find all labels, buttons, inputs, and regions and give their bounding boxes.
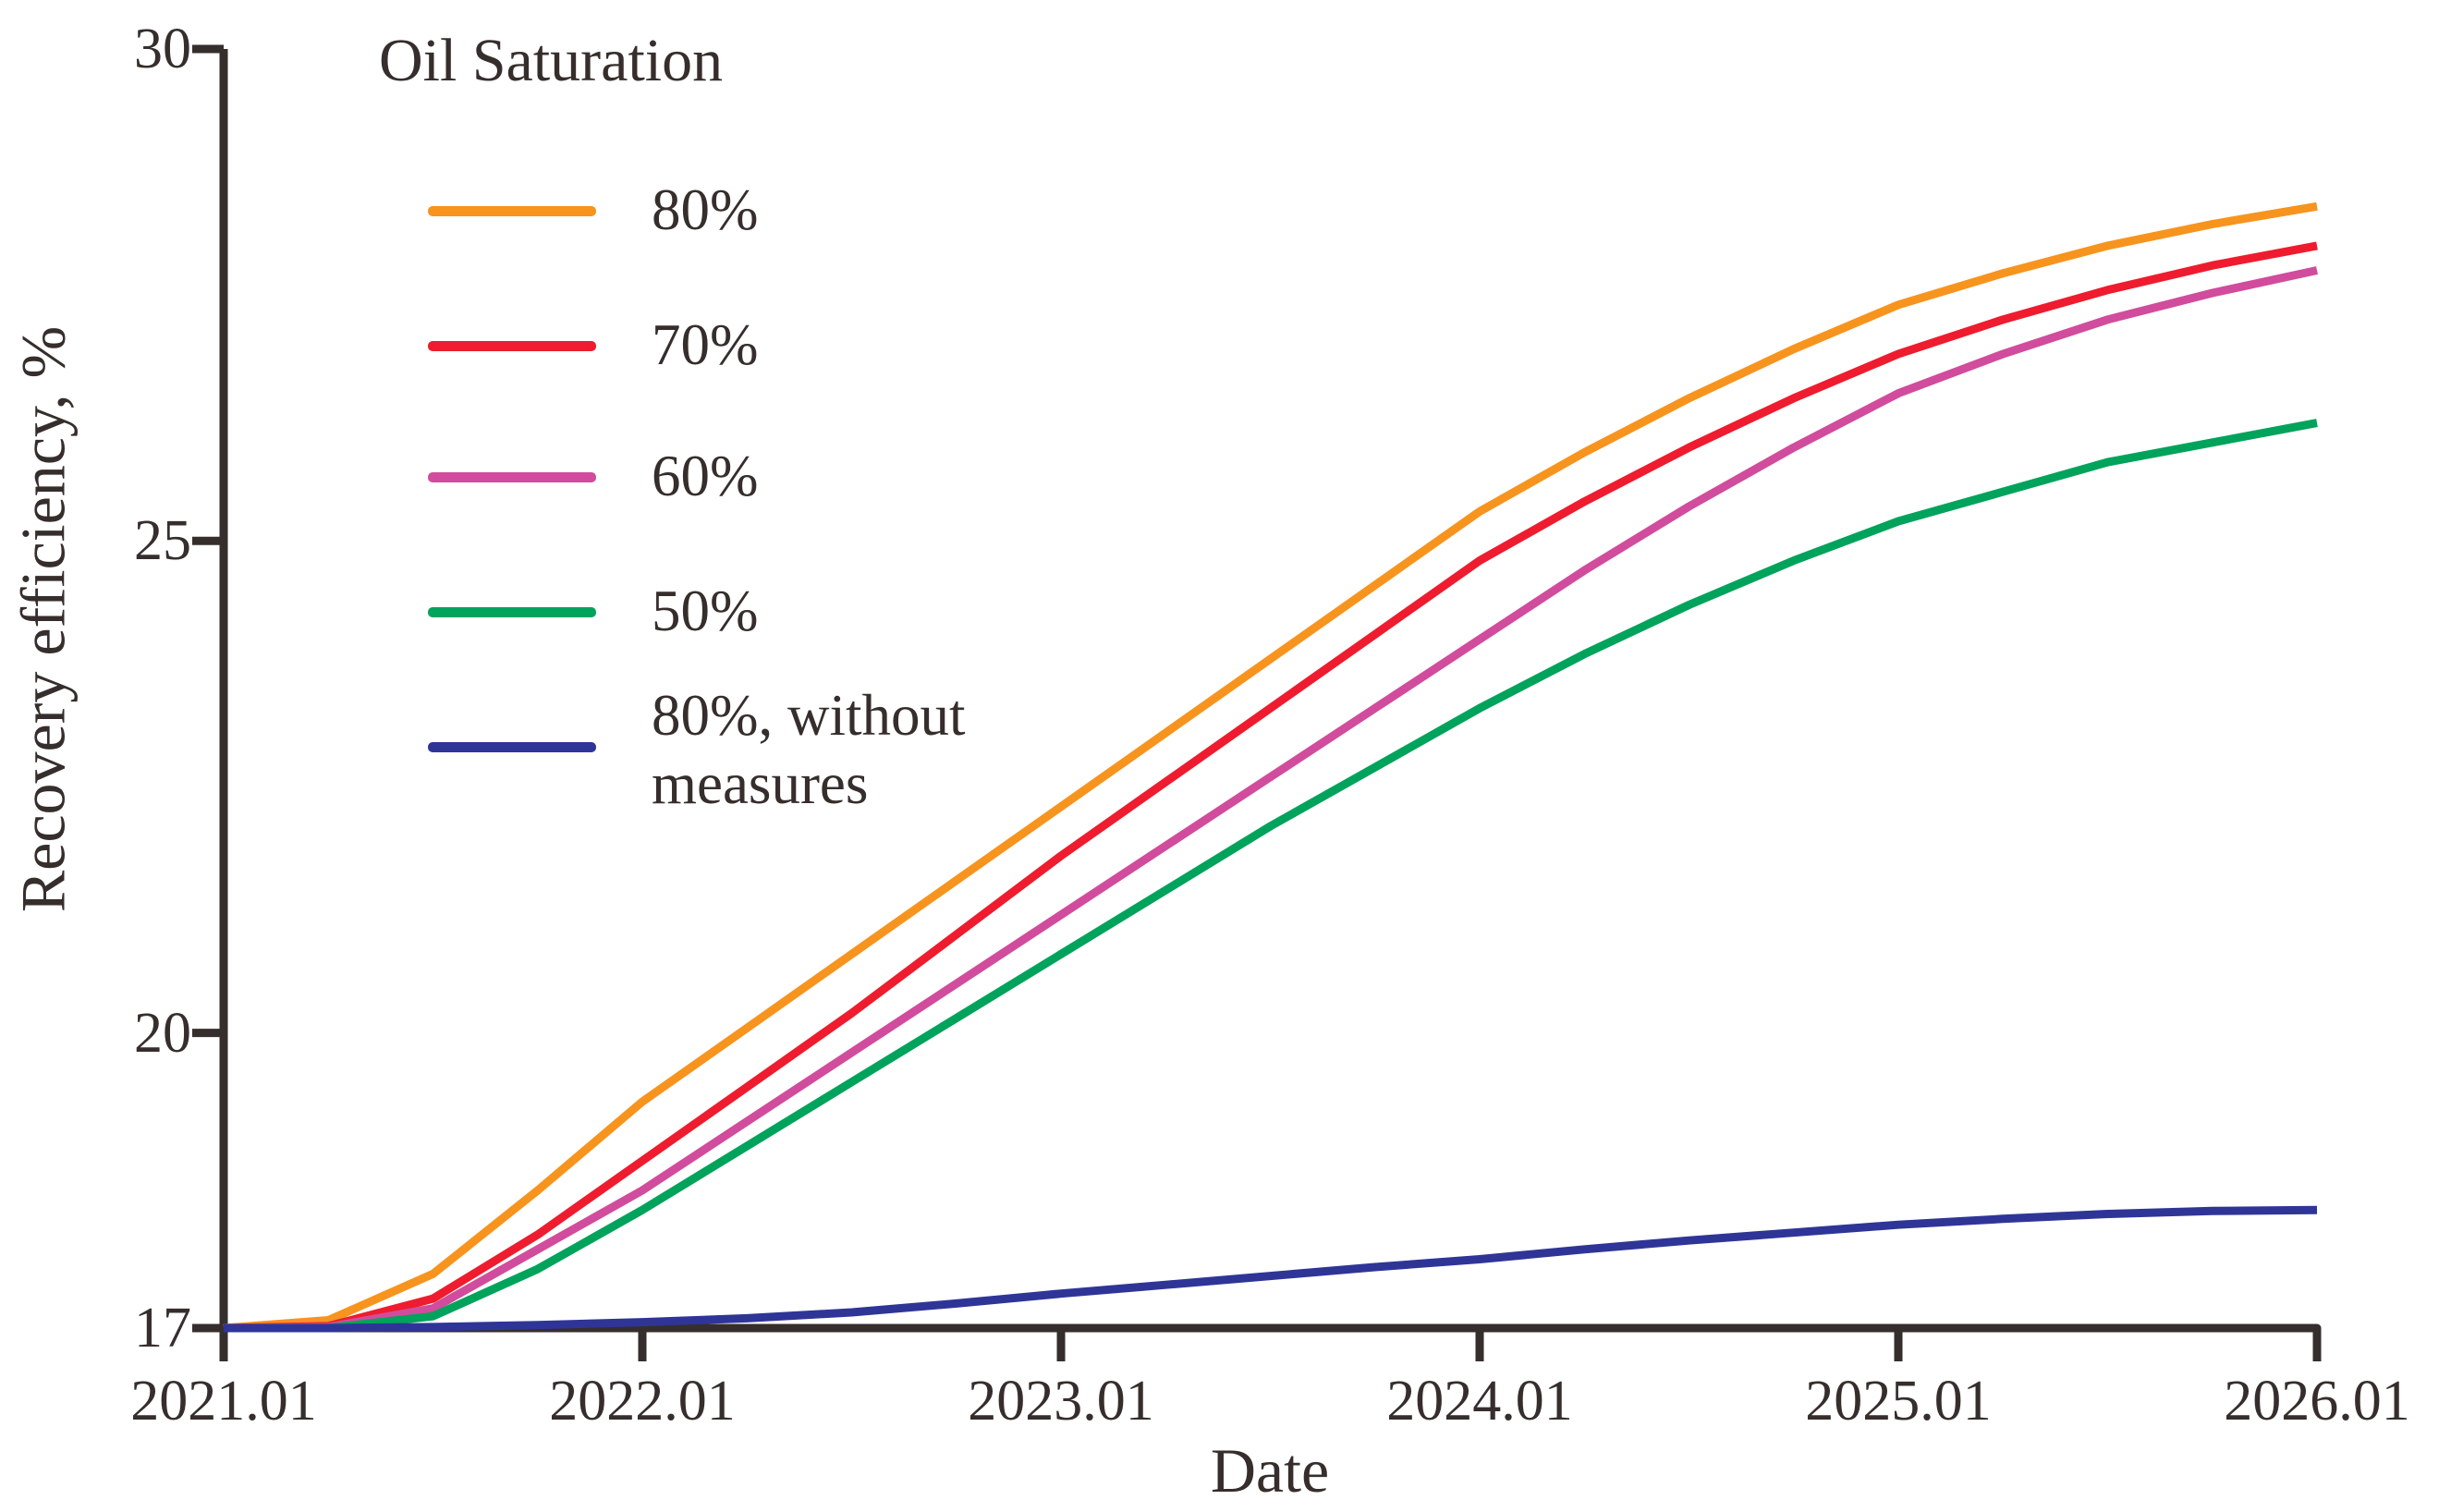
legend-label-70: 70%: [652, 312, 759, 377]
series-line-80-without-measures: [224, 1205, 2318, 1333]
x-tick-label: 2023.01: [968, 1370, 1154, 1433]
x-tick-label: 2024.01: [1386, 1370, 1573, 1433]
legend-label-50: 50%: [652, 579, 759, 643]
x-tick-label: 2026.01: [2224, 1370, 2410, 1433]
x-tick-label: 2025.01: [1805, 1370, 1992, 1433]
legend-label-line1: 80%, without: [652, 683, 966, 748]
x-tick-label: 2021.01: [130, 1370, 317, 1433]
legend-swatch-80: [428, 206, 596, 216]
y-tick-label: 30: [134, 18, 191, 80]
y-tick-label: 20: [134, 1001, 191, 1065]
chart-lines: [223, 201, 2318, 1333]
legend-swatch-50: [428, 607, 596, 617]
series-line-80-: [223, 201, 2318, 1333]
legend-label-80-without-measures: 80%, without measures: [652, 681, 966, 819]
legend-title: Oil Saturation: [379, 27, 724, 94]
legend-swatch-80-without-measures: [428, 742, 596, 752]
legend-label-line2: measures: [652, 751, 869, 817]
y-tick-label: 25: [134, 509, 191, 573]
y-tick-label: 17: [134, 1297, 191, 1360]
series-line-60-: [223, 266, 2318, 1333]
legend-label-60: 60%: [652, 444, 759, 508]
legend-label-80: 80%: [652, 177, 759, 242]
x-tick-label: 2022.01: [549, 1370, 736, 1433]
axes-layer: [192, 44, 2322, 1361]
legend-swatch-70: [428, 341, 596, 351]
legend-swatch-60: [428, 472, 596, 482]
series-line-70-: [223, 241, 2318, 1333]
series-line-50-: [224, 419, 2318, 1333]
x-axis-title: Date: [1210, 1435, 1330, 1506]
y-axis-title: Recovery efficiency, %: [7, 325, 79, 913]
